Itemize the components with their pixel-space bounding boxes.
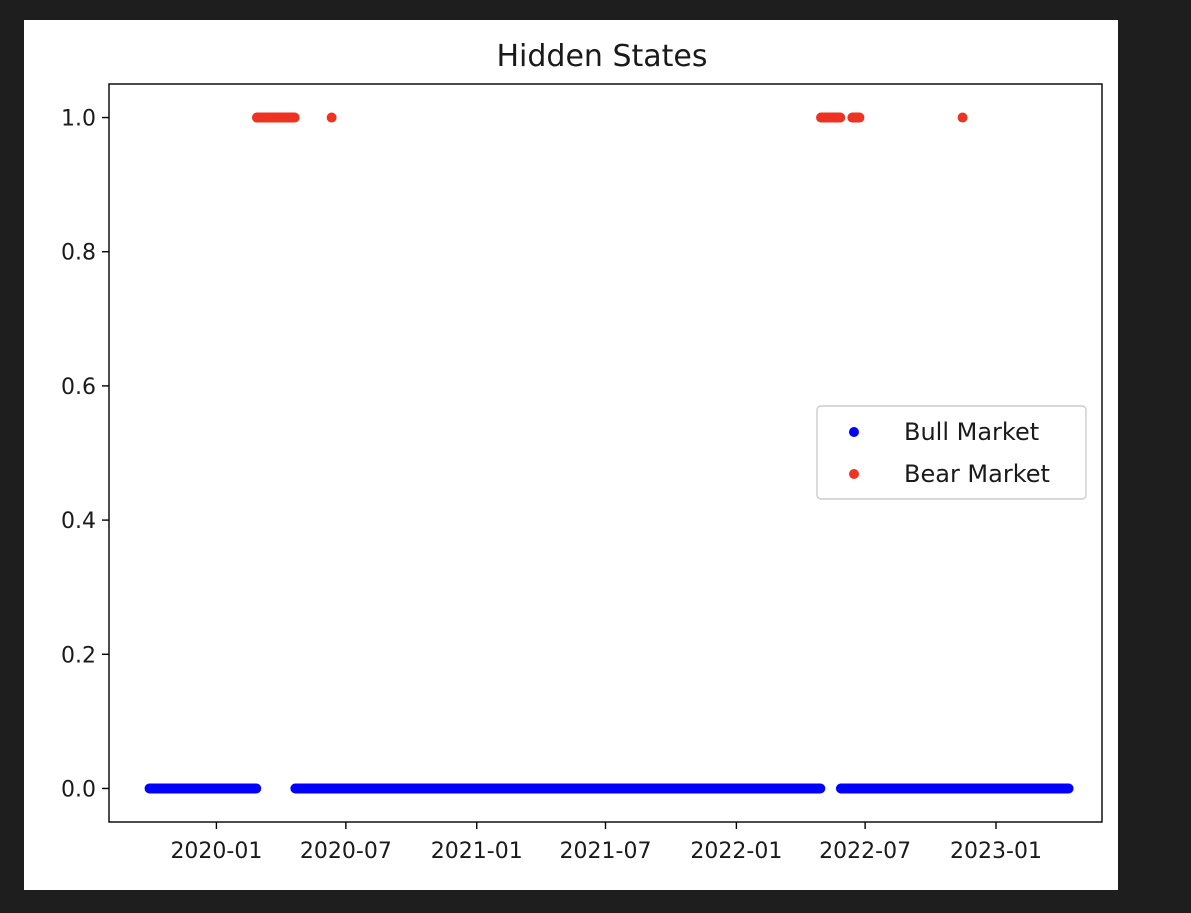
y-tick-label: 0.0 <box>61 777 96 802</box>
data-point <box>854 112 865 123</box>
chart-legend: Bull Market Bear Market <box>816 405 1087 500</box>
data-point <box>1063 783 1074 794</box>
data-point <box>289 112 300 123</box>
y-axis: 0.0 0.2 0.4 0.6 0.8 1.0 <box>61 107 109 802</box>
data-point <box>835 112 846 123</box>
data-point <box>326 112 337 123</box>
legend-box <box>816 405 1087 500</box>
chart-figure: Hidden States 2020-01 2020-07 2021-01 2021-… <box>24 20 1118 890</box>
x-tick-label: 2021-01 <box>431 839 523 864</box>
legend-marker <box>849 427 859 437</box>
legend-label: Bear Market <box>904 460 1050 488</box>
series-1 <box>251 112 968 123</box>
x-tick-label: 2023-01 <box>950 839 1042 864</box>
data-point <box>815 783 826 794</box>
x-tick-label: 2022-07 <box>819 839 911 864</box>
x-tick-label: 2022-01 <box>690 839 782 864</box>
x-tick-label: 2021-07 <box>560 839 652 864</box>
legend-label: Bull Market <box>904 418 1039 446</box>
legend-marker <box>849 469 859 479</box>
y-tick-label: 0.2 <box>61 643 96 668</box>
data-point <box>251 783 262 794</box>
series-0 <box>144 783 1074 794</box>
chart-title: Hidden States <box>496 39 707 74</box>
x-tick-label: 2020-07 <box>300 839 392 864</box>
x-axis: 2020-01 2020-07 2021-01 2021-07 2022-01 2022-… <box>170 822 1042 864</box>
y-tick-label: 0.6 <box>61 375 96 400</box>
y-tick-label: 0.4 <box>61 509 96 534</box>
data-point <box>957 112 968 123</box>
y-tick-label: 0.8 <box>61 241 96 266</box>
x-tick-label: 2020-01 <box>170 839 262 864</box>
y-tick-label: 1.0 <box>61 107 96 132</box>
chart-marks <box>144 112 1074 794</box>
scatter-chart: Hidden States 2020-01 2020-07 2021-01 2021-… <box>61 39 1103 864</box>
